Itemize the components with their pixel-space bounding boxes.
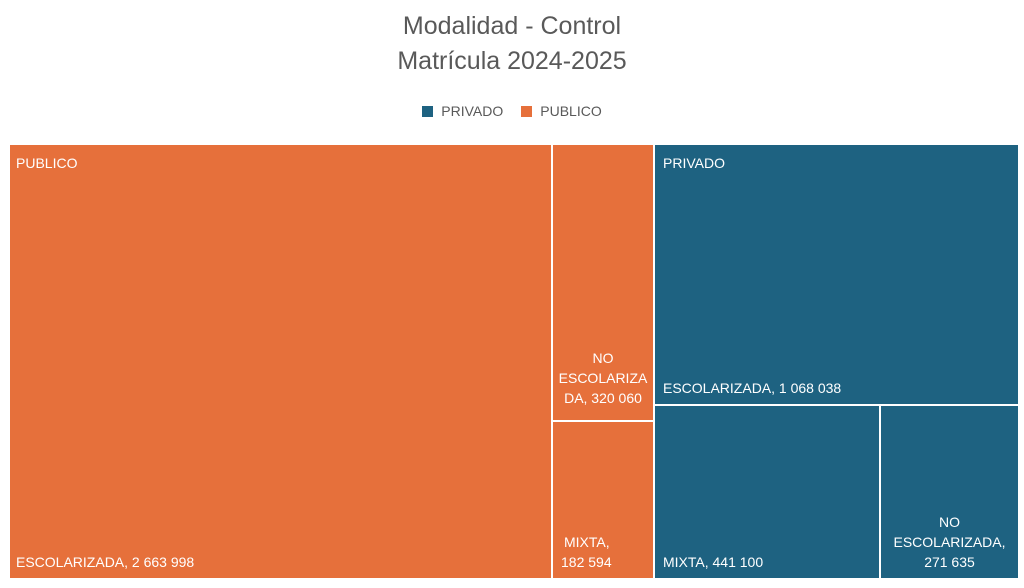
- tile-label-line: ESCOLARIZA: [558, 370, 648, 386]
- tile-label-line: NO: [592, 350, 614, 366]
- tile-label-line: NO: [939, 514, 960, 530]
- chart-title: Modalidad - Control: [402, 12, 622, 40]
- legend: PRIVADO PUBLICO: [0, 103, 1024, 119]
- legend-label: PUBLICO: [540, 103, 602, 119]
- treemap-tile-publico-mixta[interactable]: MIXTA, 182 594: [553, 422, 653, 578]
- tile-label: ESCOLARIZADA, 2 663 998: [16, 554, 195, 570]
- legend-item-privado[interactable]: PRIVADO: [422, 103, 503, 119]
- treemap-tile-publico-escolarizada[interactable]: PUBLICO ESCOLARIZADA, 2 663 998: [10, 145, 551, 578]
- chart-subtitle: Matrícula 2024-2025: [397, 47, 627, 75]
- tile-label: NO ESCOLARIZADA, 271 635: [881, 512, 1018, 572]
- legend-item-publico[interactable]: PUBLICO: [521, 103, 602, 119]
- treemap-tile-privado-escolarizada[interactable]: PRIVADO ESCOLARIZADA, 1 068 038: [655, 145, 1018, 404]
- treemap-tile-privado-no-escolarizada[interactable]: NO ESCOLARIZADA, 271 635: [881, 406, 1018, 578]
- tile-label-line: MIXTA,: [564, 534, 610, 550]
- tile-label-line: ESCOLARIZADA,: [893, 534, 1006, 550]
- tile-label: MIXTA, 441 100: [663, 554, 764, 570]
- legend-swatch-publico: [521, 105, 533, 117]
- treemap-tile-publico-no-escolarizada[interactable]: NO ESCOLARIZA DA, 320 060: [553, 145, 653, 420]
- legend-swatch-privado: [422, 105, 434, 117]
- group-label-privado: PRIVADO: [663, 155, 725, 171]
- tile-label-line: 182 594: [561, 554, 612, 570]
- tile-label-line: 271 635: [924, 554, 975, 570]
- tile-label-line: DA, 320 060: [564, 390, 642, 406]
- tile-label: NO ESCOLARIZA DA, 320 060: [553, 348, 653, 408]
- tile-label: ESCOLARIZADA, 1 068 038: [663, 380, 842, 396]
- tile-label: MIXTA, 182 594: [561, 532, 612, 572]
- group-label-publico: PUBLICO: [16, 155, 78, 171]
- treemap-tile-privado-mixta[interactable]: MIXTA, 441 100: [655, 406, 879, 578]
- legend-label: PRIVADO: [441, 103, 504, 119]
